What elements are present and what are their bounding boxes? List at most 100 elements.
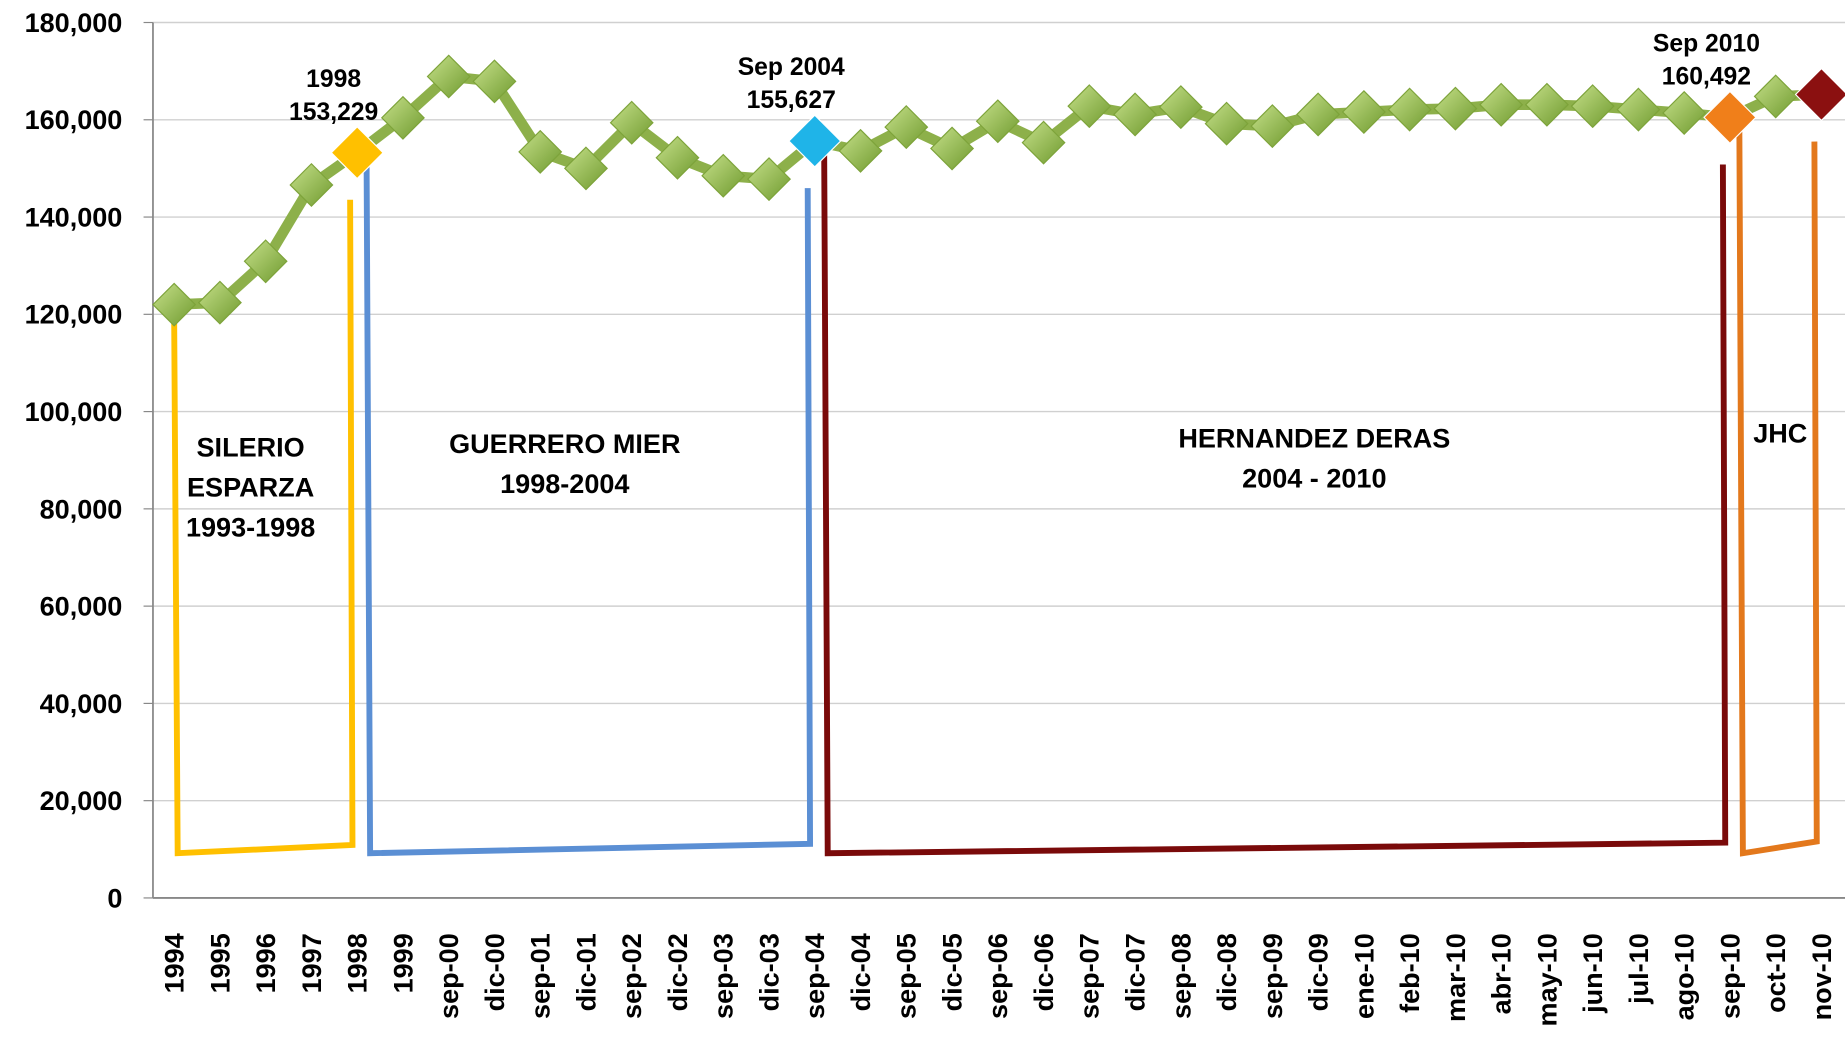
marker (788, 114, 842, 168)
marker (655, 135, 700, 180)
x-tick-label: dic-03 (754, 933, 784, 1011)
marker (289, 162, 334, 207)
x-tick-label: sep-06 (983, 933, 1013, 1019)
period-bracket (171, 199, 356, 857)
marker (884, 105, 929, 150)
x-tick-label: sep-03 (709, 933, 739, 1019)
period-bracket (363, 164, 814, 857)
x-tick-label: dic-07 (1120, 933, 1150, 1011)
annotation-title: 1998 (306, 66, 361, 93)
y-tick-label: 60,000 (40, 592, 123, 622)
x-tick-label: dic-02 (663, 933, 693, 1011)
x-tick-label: sep-02 (617, 933, 647, 1019)
period-bracket (821, 152, 1729, 857)
marker (1616, 87, 1661, 132)
marker (1021, 120, 1066, 165)
marker (1341, 89, 1386, 135)
marker (563, 146, 608, 191)
y-tick-label: 160,000 (25, 105, 123, 135)
y-tick-label: 100,000 (25, 397, 123, 427)
period-label: 1998-2004 (500, 469, 629, 499)
x-tick-label: feb-10 (1395, 933, 1425, 1013)
y-tick-label: 0 (107, 883, 122, 913)
x-tick-label: 1998 (343, 933, 373, 993)
x-tick-label: dic-00 (480, 933, 510, 1011)
period-label: JHC (1753, 419, 1807, 449)
x-tick-label: 1994 (160, 933, 190, 993)
x-tick-label: jul-10 (1624, 933, 1654, 1005)
x-tick-label: 1995 (205, 933, 235, 993)
marker (1204, 101, 1249, 146)
x-tick-label: abr-10 (1487, 933, 1517, 1014)
y-tick-label: 120,000 (25, 300, 123, 330)
marker (243, 239, 288, 284)
period-label: GUERRERO MIER (449, 429, 680, 459)
marker (330, 125, 384, 180)
x-tick-label: 1997 (297, 933, 327, 993)
marker (1479, 82, 1524, 127)
annotation-value: 160,492 (1662, 63, 1751, 90)
marker (1296, 92, 1341, 137)
marker (197, 280, 242, 325)
marker (1158, 85, 1203, 130)
marker (701, 153, 746, 198)
annotation-value: 155,627 (747, 87, 836, 114)
period-label: ESPARZA (187, 473, 314, 503)
x-tick-label: sep-00 (434, 933, 464, 1019)
x-tick-label: sep-09 (1258, 933, 1288, 1019)
x-tick-label: ene-10 (1349, 933, 1379, 1019)
marker (518, 129, 563, 174)
marker (1113, 92, 1158, 137)
marker (1250, 104, 1295, 149)
x-tick-label: sep-07 (1075, 933, 1105, 1019)
marker (746, 157, 792, 202)
marker (1524, 82, 1569, 127)
x-tick-label: 1996 (251, 933, 281, 993)
x-tick-label: sep-08 (1166, 933, 1196, 1019)
marker (609, 100, 654, 145)
marker (472, 59, 517, 104)
x-tick-label: dic-06 (1029, 933, 1059, 1011)
x-tick-label: dic-08 (1212, 933, 1242, 1011)
x-tick-label: 1999 (388, 933, 418, 993)
marker (1703, 90, 1757, 145)
x-tick-label: jun-10 (1578, 933, 1608, 1014)
y-tick-label: 140,000 (25, 202, 123, 232)
y-tick-label: 180,000 (25, 8, 123, 38)
x-tick-label: oct-10 (1761, 933, 1791, 1013)
marker (975, 99, 1020, 144)
x-tick-label: sep-10 (1715, 933, 1745, 1019)
period-label: 2004 - 2010 (1242, 463, 1386, 493)
marker (380, 95, 425, 140)
y-tick-label: 20,000 (40, 786, 123, 816)
y-tick-label: 80,000 (40, 494, 123, 524)
x-tick-label: ago-10 (1670, 933, 1700, 1020)
period-label: 1993-1998 (186, 513, 315, 543)
marker (1387, 87, 1432, 132)
marker (426, 54, 471, 99)
annotation-title: Sep 2010 (1653, 30, 1760, 57)
x-tick-label: may-10 (1532, 933, 1562, 1026)
marker (1794, 67, 1845, 122)
marker (1570, 84, 1615, 129)
annotation-title: Sep 2004 (738, 54, 845, 81)
marker (1433, 86, 1478, 131)
x-tick-label: sep-05 (892, 933, 922, 1019)
period-label: SILERIO (197, 433, 305, 463)
marker (1662, 90, 1707, 135)
period-bracket (1736, 129, 1820, 857)
marker (1067, 84, 1112, 129)
x-tick-label: dic-04 (846, 933, 876, 1011)
x-tick-label: dic-05 (937, 933, 967, 1011)
y-tick-label: 40,000 (40, 689, 123, 719)
marker (838, 128, 883, 173)
x-tick-label: dic-01 (571, 933, 601, 1011)
x-tick-label: mar-10 (1441, 933, 1471, 1022)
x-tick-label: dic-09 (1304, 933, 1334, 1011)
x-tick-label: sep-04 (800, 933, 830, 1019)
marker (152, 282, 197, 327)
marker (1753, 74, 1798, 119)
x-tick-label: sep-01 (526, 933, 556, 1019)
annotation-value: 153,229 (289, 99, 378, 126)
